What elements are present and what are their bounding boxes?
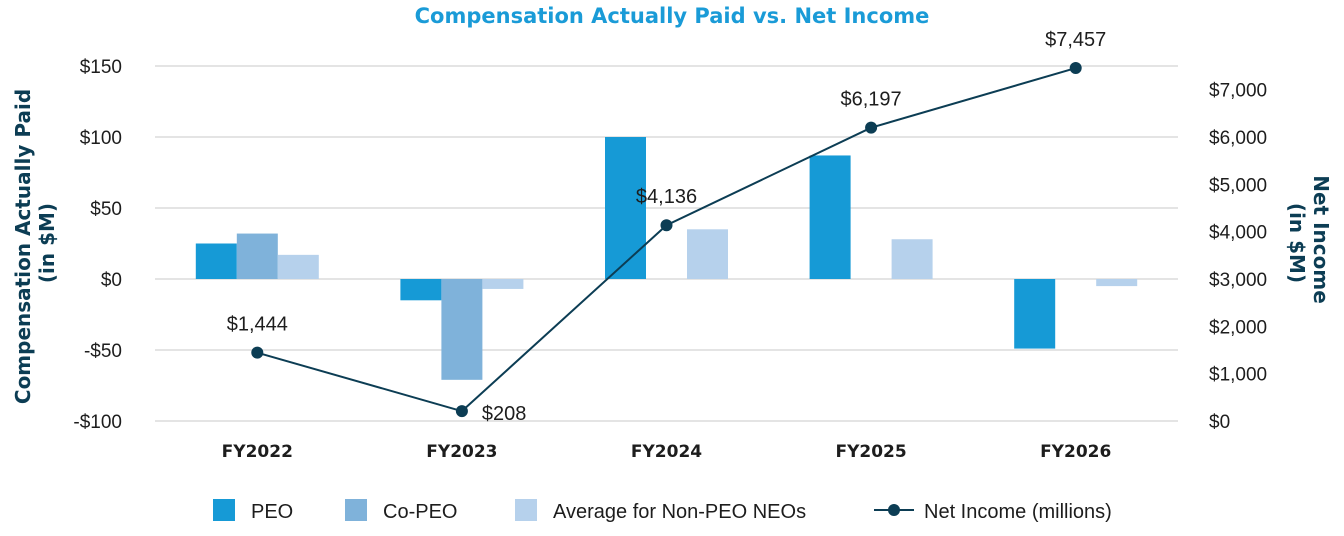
right-tick-label: $6,000 xyxy=(1209,128,1267,149)
category-label: FY2025 xyxy=(835,442,906,462)
net-income-data-label: $208 xyxy=(482,403,527,425)
net-income-point xyxy=(455,405,468,418)
legend-label-co-peo: Co-PEO xyxy=(383,501,457,523)
legend-label-non-peo: Average for Non-PEO NEOs xyxy=(553,501,806,523)
left-axis-title-line-1: Compensation Actually Paid xyxy=(11,89,35,404)
gridlines xyxy=(155,65,1178,422)
net-income-polyline xyxy=(257,67,1076,413)
left-tick-label: -$50 xyxy=(84,341,122,362)
category-label: FY2023 xyxy=(426,442,497,462)
right-tick-label: $0 xyxy=(1209,412,1230,433)
net-income-data-label: $1,444 xyxy=(227,314,288,336)
left-tick-label: $150 xyxy=(80,57,122,78)
left-tick-label: $0 xyxy=(101,270,122,291)
legend-swatch-non-peo xyxy=(515,499,537,521)
bar xyxy=(195,243,237,279)
category-label: FY2022 xyxy=(222,442,293,462)
legend-item-net-income: Net Income (millions) xyxy=(874,501,1112,523)
net-income-point xyxy=(865,121,878,134)
net-income-data-label: $7,457 xyxy=(1045,29,1106,51)
bar xyxy=(687,229,728,279)
legend-swatch-peo xyxy=(213,499,235,521)
bars xyxy=(195,137,1138,380)
category-labels: FY2022 FY2023 FY2024 FY2025 FY2026 xyxy=(222,442,1112,462)
right-tick-label: $7,000 xyxy=(1209,81,1267,102)
bar xyxy=(891,239,933,279)
right-tick-label: $4,000 xyxy=(1209,223,1267,244)
bar xyxy=(605,137,646,279)
left-tick-label: $100 xyxy=(80,128,122,149)
category-label: FY2024 xyxy=(631,442,702,462)
right-tick-label: $2,000 xyxy=(1209,317,1267,338)
left-tick-label: -$100 xyxy=(73,412,122,433)
legend-label-peo: PEO xyxy=(251,501,293,523)
bar xyxy=(1096,279,1138,287)
legend-item-co-peo: Co-PEO xyxy=(345,499,457,523)
right-tick-label: $5,000 xyxy=(1209,175,1267,196)
net-income-data-label: $6,197 xyxy=(841,89,902,111)
left-axis-title: Compensation Actually Paid (in $M) xyxy=(11,82,59,404)
net-income-point xyxy=(1069,62,1082,75)
bar xyxy=(482,279,524,289)
legend-swatch-co-peo xyxy=(345,499,367,521)
right-tick-label: $3,000 xyxy=(1209,270,1267,291)
legend-item-non-peo: Average for Non-PEO NEOs xyxy=(515,499,806,523)
bar xyxy=(400,279,442,301)
net-income-point xyxy=(660,219,673,232)
chart-title: Compensation Actually Paid vs. Net Incom… xyxy=(415,4,930,28)
left-axis-ticks: $150 $100 $50 $0 -$50 -$100 xyxy=(73,57,122,433)
bar xyxy=(1014,279,1056,349)
legend-item-peo: PEO xyxy=(213,499,293,523)
right-axis-title: Net Income (in $M) xyxy=(1285,175,1333,310)
legend: PEO Co-PEO Average for Non-PEO NEOs Net … xyxy=(213,499,1112,523)
right-tick-label: $1,000 xyxy=(1209,365,1267,386)
right-axis-title-line-2: (in $M) xyxy=(1285,203,1309,283)
net-income-data-label: $4,136 xyxy=(636,186,697,208)
right-axis-title-line-1: Net Income xyxy=(1309,175,1333,304)
bar xyxy=(809,155,851,279)
right-axis-ticks: $7,000 $6,000 $5,000 $4,000 $3,000 $2,000 $1,0… xyxy=(1209,81,1267,433)
bar xyxy=(277,254,319,279)
category-label: FY2026 xyxy=(1040,442,1111,462)
bar xyxy=(236,233,278,279)
bar xyxy=(441,279,483,380)
left-axis-title-line-2: (in $M) xyxy=(35,203,59,283)
net-income-point xyxy=(251,346,264,359)
legend-label-net-income: Net Income (millions) xyxy=(924,501,1112,523)
data-labels: $1,444 $208 $4,136 $6,197 $7,457 xyxy=(227,29,1107,425)
net-income-line xyxy=(251,62,1082,418)
legend-marker-net-income xyxy=(888,504,900,516)
left-tick-label: $50 xyxy=(90,199,122,220)
